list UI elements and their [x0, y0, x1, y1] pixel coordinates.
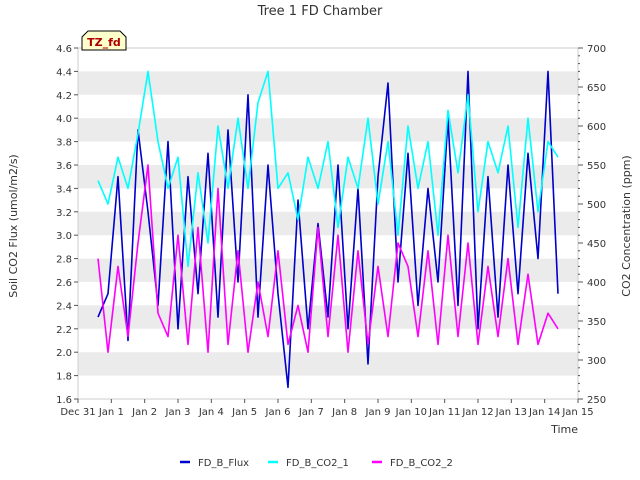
y-tick-label: 3.6	[56, 161, 72, 172]
x-tick-label: Jan 6	[265, 407, 291, 418]
y-tick-label: 4.0	[56, 114, 72, 125]
x-tick-label: Jan 13	[495, 407, 527, 418]
grid-band	[78, 165, 578, 189]
x-tick-label: Jan 14	[528, 407, 560, 418]
y-axis-label: Soil CO2 Flux (umol/m2/s)	[7, 154, 20, 297]
y2-tick-label: 350	[587, 317, 606, 328]
chart-title: Tree 1 FD Chamber	[257, 4, 383, 19]
y2-tick-label: 450	[587, 239, 606, 250]
y-tick-label: 4.4	[56, 67, 72, 78]
legend-label: FD_B_CO2_1	[286, 458, 349, 469]
y-tick-label: 2.4	[56, 301, 72, 312]
x-tick-label: Jan 12	[461, 407, 493, 418]
grid-band	[78, 118, 578, 142]
grid-band	[78, 71, 578, 95]
x-tick-label: Dec 31	[60, 407, 95, 418]
legend-label: FD_B_Flux	[198, 458, 249, 469]
x-tick-label: Jan 8	[331, 407, 357, 418]
series-layer	[97, 70, 559, 389]
y-tick-label: 1.6	[56, 395, 72, 406]
x-tick-label: Jan 7	[298, 407, 324, 418]
series-line-FD_B_CO2_2	[97, 164, 559, 354]
y-tick-label: 3.2	[56, 208, 72, 219]
y-tick-label: 3.8	[56, 138, 72, 149]
y-tick-label: 4.2	[56, 91, 72, 102]
x-tick-label: Jan 1	[98, 407, 124, 418]
y-tick-label: 4.6	[56, 44, 72, 55]
timezone-badge: TZ_fd	[81, 30, 127, 51]
y2-tick-label: 250	[587, 395, 606, 406]
grid-bands	[78, 71, 578, 376]
y-axis-right: 250 300 350 400 450 500 550 600 650 700	[578, 44, 606, 406]
x-tick-label: Jan 3	[165, 407, 191, 418]
badge-text: TZ_fd	[87, 36, 121, 49]
y2-tick-label: 600	[587, 122, 606, 133]
legend-label: FD_B_CO2_2	[390, 458, 453, 469]
plot-frame	[77, 47, 579, 400]
series-line-FD_B_CO2_1	[97, 70, 559, 268]
x-tick-label: Jan 4	[198, 407, 224, 418]
y-axis-left: 1.6 1.8 2.0 2.2 2.4 2.6 2.8 3.0 3.2 3.4 3.6 3.8 4.0 4…	[56, 44, 78, 406]
x-axis-label: Time	[550, 423, 578, 436]
badge-box	[81, 30, 127, 51]
y-tick-label: 2.2	[56, 325, 72, 336]
x-axis: Dec 31 Jan 1 Jan 2 Jan 3 Jan 4 Jan 5 Jan 6 Jan …	[60, 399, 594, 418]
y2-tick-label: 400	[587, 278, 606, 289]
y-tick-label: 3.0	[56, 231, 72, 242]
x-tick-label: Jan 11	[428, 407, 460, 418]
y2-tick-label: 500	[587, 200, 606, 211]
x-tick-label: Jan 9	[365, 407, 391, 418]
y-tick-label: 2.6	[56, 278, 72, 289]
x-tick-label: Jan 2	[131, 407, 157, 418]
grid-band	[78, 352, 578, 376]
y-tick-label: 2.0	[56, 348, 72, 359]
x-tick-label: Jan 10	[395, 407, 427, 418]
grid-band	[78, 258, 578, 282]
y-tick-label: 2.8	[56, 255, 72, 266]
y2-tick-label: 550	[587, 161, 606, 172]
y-tick-label: 3.4	[56, 184, 72, 195]
y2-tick-label: 700	[587, 44, 606, 55]
x-tick-label: Jan 5	[231, 407, 257, 418]
y-tick-label: 1.8	[56, 372, 72, 383]
y2-axis-label: CO2 Concentration (ppm)	[620, 155, 633, 296]
legend: FD_B_Flux FD_B_CO2_1 FD_B_CO2_2	[180, 458, 453, 469]
x-tick-label: Jan 15	[561, 407, 593, 418]
y2-tick-label: 650	[587, 83, 606, 94]
y2-tick-label: 300	[587, 356, 606, 367]
